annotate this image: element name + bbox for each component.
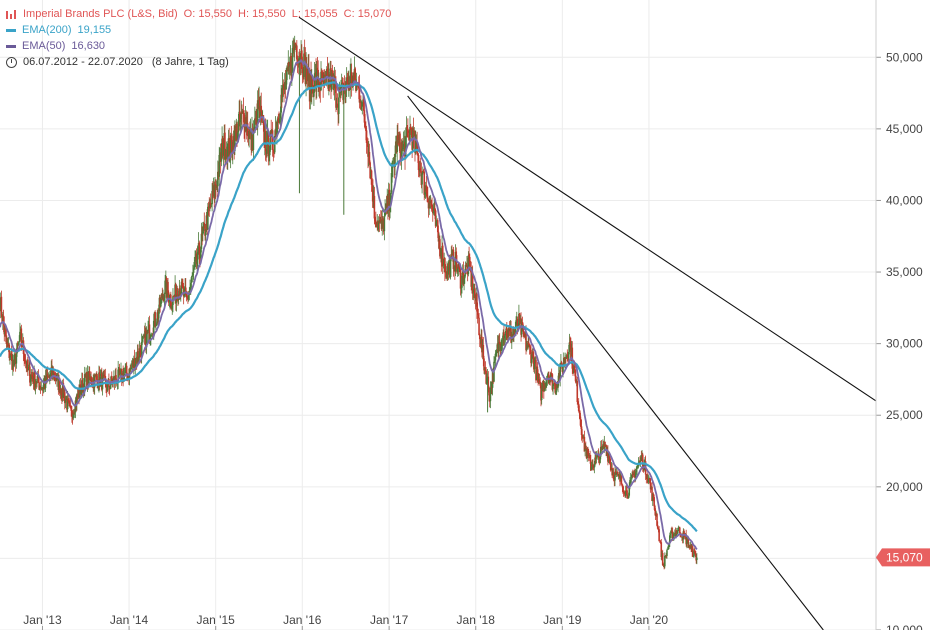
close-label: C:	[343, 8, 355, 20]
low-label: L:	[291, 8, 301, 20]
x-tick-label: Jan '16	[283, 613, 322, 627]
last-price-label: 15,070	[886, 550, 923, 564]
y-tick-label: 30,000	[886, 337, 923, 351]
high-label: H:	[238, 8, 250, 20]
ema50-value: 16,630	[71, 40, 106, 52]
legend: Imperial Brands PLC (L&S, Bid) O: 15,550…	[6, 6, 391, 70]
range-detail: (8 Jahre, 1 Tag)	[151, 56, 229, 68]
legend-instrument-row: Imperial Brands PLC (L&S, Bid) O: 15,550…	[6, 6, 391, 22]
legend-ema50-row: EMA(50) 16,630	[6, 38, 391, 54]
low-value: 15,055	[303, 8, 338, 20]
y-tick-label: 10,000	[886, 623, 923, 630]
candles	[0, 35, 698, 570]
x-tick-label: Jan '13	[23, 613, 62, 627]
y-tick-label: 25,000	[886, 408, 923, 422]
close-value: 15,070	[357, 8, 392, 20]
x-tick-label: Jan '19	[543, 613, 582, 627]
trendline	[298, 16, 877, 402]
y-tick-label: 50,000	[886, 50, 923, 64]
x-tick-label: Jan '20	[630, 613, 669, 627]
x-tick-label: Jan '18	[457, 613, 496, 627]
legend-ema200-row: EMA(200) 19,155	[6, 22, 391, 38]
y-tick-label: 20,000	[886, 480, 923, 494]
ema50-line	[0, 58, 698, 550]
ema200-label: EMA(200)	[22, 24, 72, 36]
x-tick-label: Jan '15	[197, 613, 236, 627]
y-tick-label: 40,000	[886, 193, 923, 207]
open-value: 15,550	[198, 8, 233, 20]
trendlines	[298, 16, 877, 630]
instrument-name: Imperial Brands PLC (L&S, Bid)	[23, 8, 178, 20]
ema-lines	[0, 58, 698, 550]
open-label: O:	[183, 8, 196, 20]
x-tick-label: Jan '17	[370, 613, 409, 627]
ema200-swatch	[6, 28, 16, 32]
high-value: 15,550	[252, 8, 286, 20]
axes: 10,00015,00020,00025,00030,00035,00040,0…	[23, 0, 930, 630]
x-tick-label: Jan '14	[110, 613, 149, 627]
y-tick-label: 35,000	[886, 265, 923, 279]
ema50-swatch	[6, 44, 16, 48]
y-tick-label: 45,000	[886, 122, 923, 136]
ema200-value: 19,155	[77, 24, 112, 36]
legend-range-row: 06.07.2012 - 22.07.2020 (8 Jahre, 1 Tag)	[6, 54, 391, 70]
ema50-label: EMA(50)	[22, 40, 66, 52]
candlestick-icon	[6, 9, 18, 19]
date-range: 06.07.2012 - 22.07.2020	[23, 56, 143, 68]
grid	[0, 0, 876, 630]
clock-icon	[6, 56, 17, 68]
trendline	[407, 95, 824, 630]
last-price-tag	[876, 548, 930, 567]
